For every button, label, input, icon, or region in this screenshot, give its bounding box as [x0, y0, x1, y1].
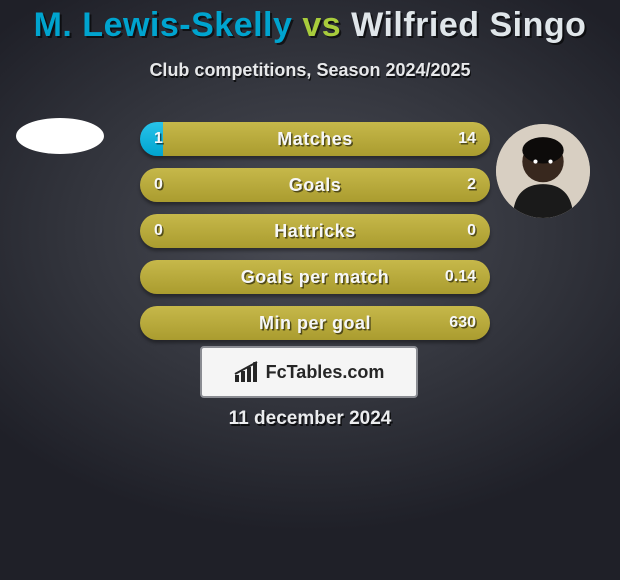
- brand-badge: FcTables.com: [200, 346, 418, 398]
- stat-row: 1Matches14: [140, 122, 490, 156]
- stat-label: Min per goal: [140, 306, 490, 340]
- stat-label: Goals per match: [140, 260, 490, 294]
- subtitle: Club competitions, Season 2024/2025: [0, 60, 620, 81]
- stat-value-right: 0.14: [445, 260, 476, 294]
- comparison-card: M. Lewis-Skelly vs Wilfried Singo Club c…: [0, 0, 620, 580]
- player-b-name: Wilfried Singo: [351, 6, 586, 44]
- stat-row: Min per goal630: [140, 306, 490, 340]
- stat-row: 0Goals2: [140, 168, 490, 202]
- stat-row: 0Hattricks0: [140, 214, 490, 248]
- date-text: 11 december 2024: [0, 408, 620, 430]
- vs-text: vs: [302, 6, 341, 44]
- brand-text: FcTables.com: [266, 362, 385, 383]
- stat-label: Goals: [140, 168, 490, 202]
- stat-label: Matches: [140, 122, 490, 156]
- stat-value-right: 630: [449, 306, 476, 340]
- person-icon: [496, 124, 590, 218]
- player-a-name: M. Lewis-Skelly: [34, 6, 293, 44]
- stat-label: Hattricks: [140, 214, 490, 248]
- player-a-avatar: [16, 118, 104, 154]
- player-b-avatar: [496, 124, 590, 218]
- stat-value-right: 2: [467, 168, 476, 202]
- stat-row: Goals per match0.14: [140, 260, 490, 294]
- stat-value-right: 0: [467, 214, 476, 248]
- stat-value-right: 14: [458, 122, 476, 156]
- title: M. Lewis-Skelly vs Wilfried Singo: [0, 6, 620, 45]
- bar-chart-icon: [234, 361, 260, 383]
